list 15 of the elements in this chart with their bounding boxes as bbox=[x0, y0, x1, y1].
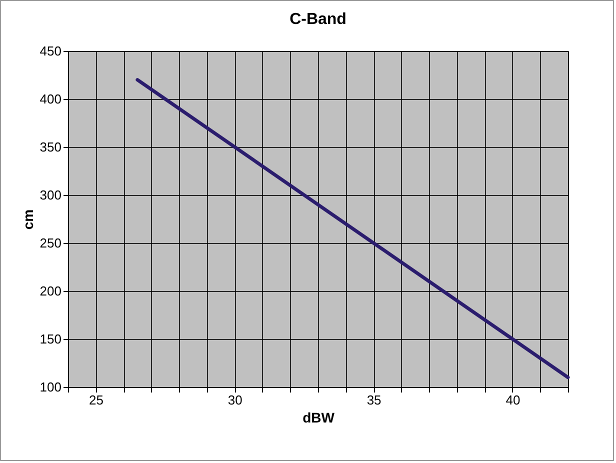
chart-title: C-Band bbox=[290, 11, 346, 28]
x-tick-label: 35 bbox=[366, 392, 382, 408]
y-tick-label: 250 bbox=[40, 236, 62, 250]
y-tick-label: 350 bbox=[40, 140, 62, 154]
y-tick-label: 400 bbox=[40, 92, 62, 106]
x-tick-label: 25 bbox=[89, 392, 104, 408]
y-axis-title: cm bbox=[20, 209, 36, 230]
y-tick-label: 200 bbox=[40, 284, 62, 298]
x-axis-title: dBW bbox=[302, 410, 336, 426]
y-tick-label: 100 bbox=[40, 380, 62, 394]
x-tick-label: 40 bbox=[506, 392, 520, 408]
y-tick-label: 450 bbox=[40, 44, 62, 58]
y-tick-label: 150 bbox=[40, 332, 62, 346]
y-tick-label: 300 bbox=[40, 188, 62, 202]
x-tick-label: 30 bbox=[228, 392, 242, 408]
